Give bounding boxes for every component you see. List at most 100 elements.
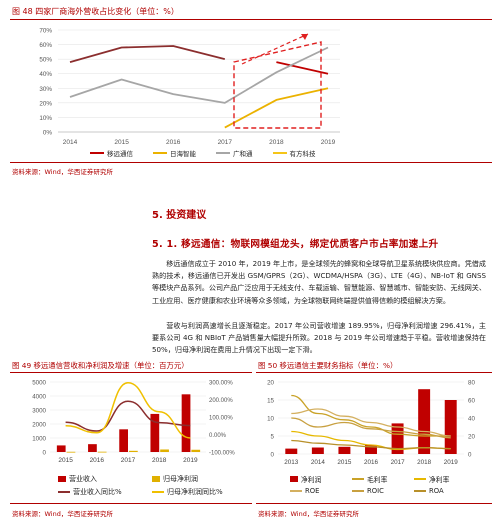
fig48-highlight-box [233, 41, 322, 129]
y-left-tick-label: 10 [267, 416, 274, 423]
fig49-left-ticks: 0 1000 2000 3000 4000 5000 [32, 380, 46, 457]
y-left-tick-label: 4000 [32, 394, 46, 401]
net-profit-bar [418, 389, 431, 454]
fig50-legend-item: 毛利率 [352, 474, 408, 484]
legend-swatch [153, 152, 167, 154]
growth-line [65, 400, 191, 432]
y-tick-label: 60% [39, 42, 52, 49]
fig48-legend-item: 有方科技 [272, 148, 316, 158]
series-line [224, 87, 329, 129]
legend-swatch [290, 490, 302, 492]
fig50-legend-item: 净利率 [414, 474, 470, 484]
y-right-tick-label: 20 [468, 434, 475, 441]
y-tick-label: 20% [39, 100, 52, 107]
x-tick-label: 2014 [311, 459, 326, 466]
y-left-tick-label: 3000 [32, 408, 46, 415]
legend-label: 净利率 [429, 476, 450, 484]
series-line [276, 61, 329, 75]
x-tick-label: 2017 [121, 457, 136, 464]
legend-swatch [90, 152, 104, 154]
x-tick-label: 2015 [114, 139, 129, 146]
fig50-bottom-rule [256, 503, 492, 504]
legend-label: 营业收入 [69, 475, 97, 483]
x-tick-label: 2016 [90, 457, 105, 464]
x-tick-label: 2018 [417, 459, 432, 466]
y-left-tick-label: 0 [271, 452, 275, 459]
net-profit-bar [160, 449, 169, 452]
y-right-tick-label: -100.00% [209, 451, 235, 457]
legend-swatch [352, 490, 364, 492]
x-tick-label: 2018 [152, 457, 167, 464]
fig49-source: 资料来源：Wind，华西证券研究所 [12, 510, 113, 518]
fig50-legend-item: ROE [290, 487, 346, 495]
fig50-legend-item: ROIC [352, 487, 408, 495]
legend-label: ROA [429, 487, 444, 495]
y-right-tick-label: 200.00% [209, 398, 233, 404]
fig48-x-ticks: 2014 2015 2016 2017 2018 2019 [63, 139, 336, 146]
growth-line [65, 381, 191, 439]
net-profit-bar [444, 400, 457, 454]
fig48-y-ticks: 0% 10% 20% 30% 40% 50% 60% 70% [39, 28, 52, 137]
net-profit-bar [338, 446, 351, 454]
revenue-bar [181, 394, 191, 452]
legend-swatch [414, 478, 426, 480]
legend-swatch [152, 491, 164, 493]
ratio-line [291, 439, 451, 450]
fig48-title-rule [10, 19, 492, 20]
net-profit-bar [391, 423, 404, 454]
y-right-tick-label: 100.00% [209, 416, 233, 422]
series-line [69, 45, 226, 63]
fig49-title: 图 49 移远通信营收和净利润及增速（单位：百万元） [12, 361, 189, 370]
y-left-tick-label: 20 [267, 380, 274, 387]
y-tick-label: 40% [39, 71, 52, 78]
fig49-chart: 0 1000 2000 3000 4000 5000 -100.00% 0.00% 100.0… [32, 380, 235, 465]
ratio-line [291, 408, 451, 437]
fig50-right-ticks: 0 20 40 60 80 [468, 380, 475, 459]
fig49-legend-item: 归母净利润 [152, 474, 238, 484]
ratio-line [291, 417, 451, 439]
x-tick-label: 2019 [183, 457, 198, 464]
net-profit-bar [365, 445, 377, 454]
x-tick-label: 2016 [364, 459, 379, 466]
x-tick-label: 2013 [284, 459, 299, 466]
fig49-bars [56, 394, 201, 453]
y-left-tick-label: 5 [271, 434, 275, 441]
fig48-legend-item: 广和通 [216, 148, 253, 158]
fig50-legend-item: ROA [414, 487, 470, 495]
section-heading: 5. 投资建议 [152, 210, 207, 221]
legend-label: 毛利率 [367, 476, 388, 484]
fig50-source: 资料来源：Wind，华西证券研究所 [258, 510, 359, 518]
x-tick-label: 2016 [166, 139, 181, 146]
y-tick-label: 10% [39, 115, 52, 122]
net-profit-bar [191, 449, 201, 452]
legend-swatch [216, 152, 230, 154]
fig49-legend: 营业收入 归母净利润 营业收入同比% 归母净利润同比% [58, 474, 238, 497]
body-paragraph-1: 移远通信成立于 2010 年，2019 年上市，是全球领先的蜂窝和全球导航卫星系… [152, 259, 486, 305]
fig49-legend-item: 归母净利润同比% [152, 487, 238, 497]
net-profit-bar [66, 451, 76, 453]
legend-swatch [414, 490, 426, 492]
legend-label: ROIC [367, 487, 384, 495]
net-profit-bar [311, 447, 324, 454]
fig50-bars [285, 389, 457, 454]
subsection-heading: 5. 1. 移远通信：物联网模组龙头，绑定优质客户市占率加速上升 [152, 239, 439, 250]
revenue-bar [88, 444, 97, 452]
x-tick-label: 2015 [58, 457, 73, 464]
x-tick-label: 2018 [269, 139, 284, 146]
fig48-legend-item: 移远通信 [90, 148, 133, 158]
legend-label: 日海智能 [170, 150, 196, 158]
legend-swatch [58, 476, 66, 482]
fig48-title: 图 48 四家厂商海外营收占比变化（单位：%） [12, 7, 179, 16]
y-left-tick-label: 0 [43, 450, 47, 457]
x-tick-label: 2019 [444, 459, 459, 466]
legend-swatch [58, 491, 70, 493]
fig50-legend: 净利润 毛利率 净利率 ROE ROIC ROA [290, 474, 470, 495]
series-line [69, 46, 329, 104]
y-right-tick-label: 80 [468, 380, 475, 387]
legend-label: ROE [305, 487, 320, 495]
y-right-tick-label: 60 [468, 398, 475, 405]
y-right-tick-label: 0.00% [209, 433, 227, 439]
legend-label: 有方科技 [289, 150, 316, 158]
y-tick-label: 70% [39, 28, 52, 35]
fig48-bottom-rule [10, 162, 492, 163]
